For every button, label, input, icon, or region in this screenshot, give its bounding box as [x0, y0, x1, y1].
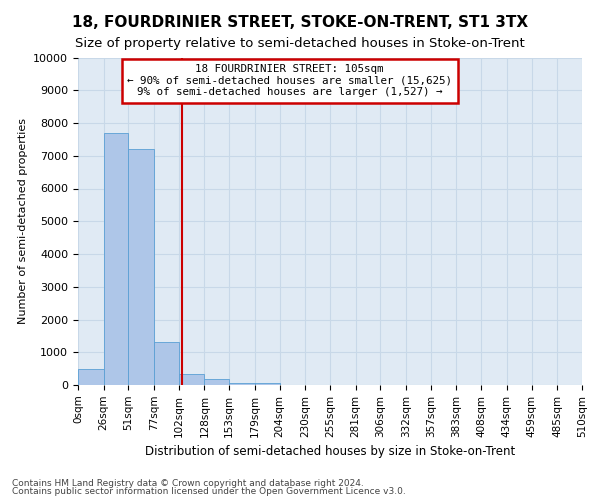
Text: 18 FOURDRINIER STREET: 105sqm
← 90% of semi-detached houses are smaller (15,625): 18 FOURDRINIER STREET: 105sqm ← 90% of s… — [127, 64, 452, 97]
Text: Size of property relative to semi-detached houses in Stoke-on-Trent: Size of property relative to semi-detach… — [75, 38, 525, 51]
Bar — [179, 374, 205, 385]
Bar — [104, 133, 128, 385]
Text: Contains public sector information licensed under the Open Government Licence v3: Contains public sector information licen… — [12, 487, 406, 496]
X-axis label: Distribution of semi-detached houses by size in Stoke-on-Trent: Distribution of semi-detached houses by … — [145, 445, 515, 458]
Text: Contains HM Land Registry data © Crown copyright and database right 2024.: Contains HM Land Registry data © Crown c… — [12, 478, 364, 488]
Bar — [128, 149, 154, 385]
Bar — [205, 380, 229, 385]
Bar — [78, 368, 104, 385]
Bar — [229, 382, 255, 385]
Bar — [154, 342, 179, 385]
Bar — [255, 384, 280, 385]
Y-axis label: Number of semi-detached properties: Number of semi-detached properties — [18, 118, 28, 324]
Text: 18, FOURDRINIER STREET, STOKE-ON-TRENT, ST1 3TX: 18, FOURDRINIER STREET, STOKE-ON-TRENT, … — [72, 15, 528, 30]
